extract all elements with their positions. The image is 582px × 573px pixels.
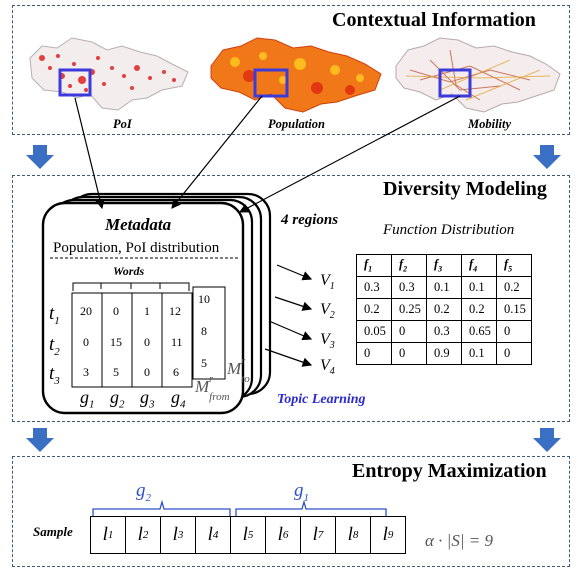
entropy-formula: α · |S| = 9	[425, 531, 493, 551]
entropy-maximization-title: Entropy Maximization	[352, 460, 547, 483]
down-arrow-icon	[533, 428, 561, 452]
group-label-g2: g2	[136, 480, 151, 504]
sample-label: Sample	[33, 524, 73, 540]
down-arrow-icon	[26, 428, 54, 452]
group-label-g1: g1	[294, 480, 309, 504]
